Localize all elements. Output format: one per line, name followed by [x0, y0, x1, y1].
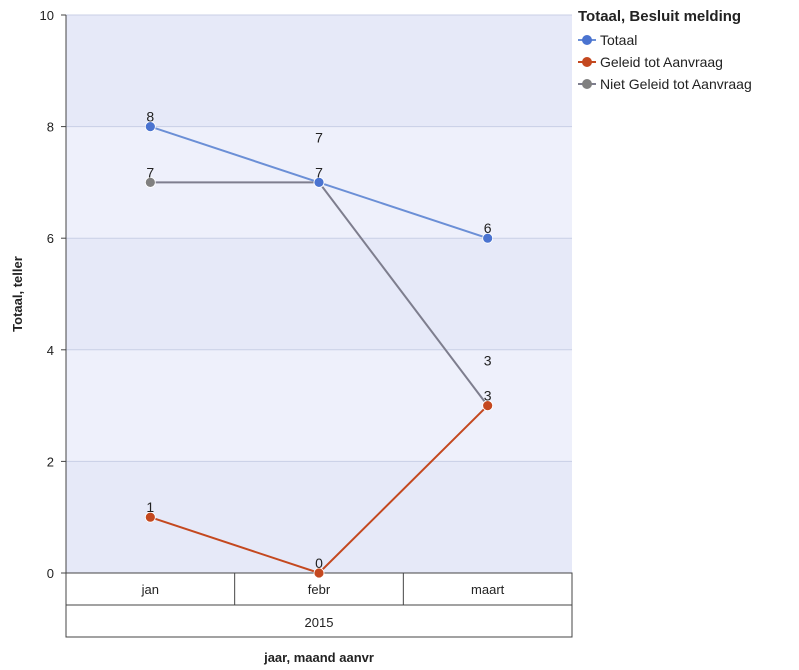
- data-point: [482, 400, 494, 412]
- y-tick-label: 0: [47, 566, 54, 581]
- y-tick-label: 10: [40, 8, 54, 23]
- y-axis-title: Totaal, teller: [10, 256, 25, 332]
- y-tick-label: 8: [47, 120, 54, 135]
- legend: Totaal, Besluit melding Totaal Geleid to…: [578, 8, 796, 95]
- data-point: [144, 121, 156, 132]
- legend-label-niet-geleid: Niet Geleid tot Aanvraag: [600, 76, 752, 92]
- data-label: 8: [146, 109, 154, 125]
- data-point: [144, 511, 156, 523]
- data-label: 3: [484, 353, 492, 369]
- legend-item-niet-geleid[interactable]: Niet Geleid tot Aanvraag: [578, 73, 796, 95]
- legend-marker-geleid: [578, 56, 596, 68]
- y-tick-label: 4: [47, 343, 54, 358]
- legend-label-totaal: Totaal: [600, 32, 638, 48]
- data-point: [313, 567, 325, 579]
- y-tick-label: 6: [47, 231, 54, 246]
- legend-marker-niet-geleid: [578, 78, 596, 90]
- data-label: 7: [315, 164, 323, 180]
- plot-band: [66, 238, 572, 350]
- data-point: [144, 176, 156, 188]
- legend-item-totaal[interactable]: Totaal: [578, 29, 796, 51]
- legend-label-geleid: Geleid tot Aanvraag: [600, 54, 723, 70]
- plot-band: [66, 349, 572, 462]
- data-label: 7: [315, 129, 323, 145]
- legend-item-geleid[interactable]: Geleid tot Aanvraag: [578, 51, 796, 73]
- data-label: 6: [484, 220, 492, 236]
- y-tick-label: 2: [47, 454, 54, 469]
- x-category-label: jan: [141, 582, 159, 597]
- data-label: 7: [146, 164, 154, 180]
- data-label: 0: [315, 555, 323, 571]
- data-point: [482, 232, 494, 244]
- legend-marker-totaal: [578, 34, 596, 46]
- legend-title: Totaal, Besluit melding: [578, 8, 742, 25]
- data-label: 3: [484, 388, 492, 404]
- x-category-label: febr: [308, 582, 331, 597]
- x-category-label: maart: [471, 582, 505, 597]
- x-group-label: 2015: [305, 615, 334, 630]
- data-point: [313, 176, 325, 188]
- data-label: 1: [146, 499, 154, 515]
- plot-band: [66, 15, 572, 127]
- x-axis-title: jaar, maand aanvr: [263, 650, 374, 665]
